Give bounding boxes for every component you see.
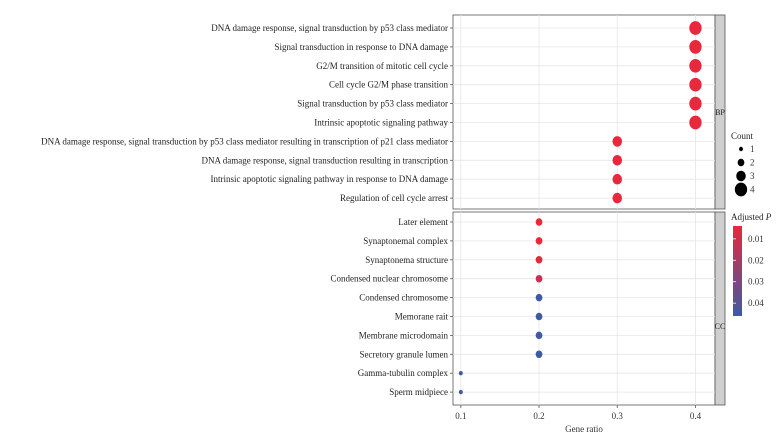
x-tick-label: 0.3 <box>612 411 624 421</box>
data-point <box>535 218 543 226</box>
color-bar-tick-label: 0.04 <box>748 298 764 308</box>
term-labels: DNA damage response, signal transduction… <box>41 23 453 397</box>
legend-color-title-main: Adjusted <box>731 212 764 222</box>
data-point <box>689 115 702 130</box>
term-label: Sperm midpiece <box>389 387 448 397</box>
legend-count-symbol <box>739 146 743 152</box>
data-point <box>689 96 702 111</box>
legend-count-symbol <box>737 158 745 167</box>
term-label: Intrinsic apoptotic signaling pathway in… <box>211 174 448 184</box>
term-label: Intrinsic apoptotic signaling pathway <box>314 118 448 128</box>
x-tick-label: 0.4 <box>690 411 702 421</box>
legend-color-title: Adjusted P <box>731 212 772 222</box>
x-axis-title: Gene ratio <box>565 424 603 434</box>
legend-count-label: 2 <box>750 158 755 168</box>
data-point <box>535 350 543 359</box>
term-label: DNA damage response, signal transduction… <box>202 155 449 165</box>
grid-lines <box>453 15 715 405</box>
term-label: Cell cycle G2/M phase transition <box>329 80 448 90</box>
data-point <box>612 192 623 204</box>
term-label: Membrane microdomain <box>359 330 449 340</box>
color-bar <box>733 226 742 316</box>
legend-count-title: Count <box>731 131 754 141</box>
data-point <box>689 77 702 92</box>
strip-bp-label: BP <box>715 108 725 117</box>
data-points <box>458 21 702 395</box>
term-label: Later element <box>398 217 448 227</box>
legend-count-symbol <box>736 170 746 182</box>
color-bar-tick-label: 0.01 <box>748 234 764 244</box>
legend-count: Count 1 2 3 4 <box>731 131 755 197</box>
strip-bp <box>714 14 726 210</box>
data-point <box>458 389 463 395</box>
strip-cc <box>714 211 726 406</box>
data-point <box>535 274 543 283</box>
color-bar-tick-label: 0.03 <box>748 277 764 287</box>
x-tick-label: 0.1 <box>455 411 466 421</box>
data-point <box>612 136 623 147</box>
panel-bp <box>452 14 716 210</box>
data-point <box>689 40 702 54</box>
data-point <box>612 155 623 166</box>
data-point <box>535 331 543 340</box>
data-point <box>612 173 623 185</box>
color-bar-tick-label: 0.02 <box>748 255 764 265</box>
term-label: DNA damage response, signal transduction… <box>41 136 448 146</box>
term-label: DNA damage response, signal transduction… <box>211 23 448 33</box>
x-axis: 0.1 0.2 0.3 0.4 <box>455 405 702 421</box>
data-point <box>535 237 543 245</box>
data-point <box>689 58 702 73</box>
term-label: Condensed chromosome <box>359 293 448 303</box>
data-point <box>535 293 543 302</box>
data-point <box>535 312 543 321</box>
strip-cc-label: CC <box>715 322 726 331</box>
x-tick-label: 0.2 <box>533 411 544 421</box>
term-label: Regulation of cell cycle arrest <box>340 193 448 203</box>
data-point <box>535 256 543 264</box>
term-label: Signal transduction by p53 class mediato… <box>297 99 448 109</box>
term-label: Memorane rait <box>395 312 449 322</box>
term-label: Synaptonemal complex <box>363 236 448 246</box>
legend-color-title-italic: P <box>765 212 772 222</box>
term-label: Gamma-tubulin complex <box>358 368 449 378</box>
term-label: Synaptonema structure <box>365 255 448 265</box>
term-label: Condensed nuclear chromosome <box>331 274 448 284</box>
legend-count-label: 1 <box>750 144 755 154</box>
legend-count-symbol <box>734 182 748 197</box>
legend-adjusted-p: Adjusted P 0.01 0.02 0.03 0.04 <box>731 212 772 316</box>
legend-count-label: 4 <box>750 185 755 195</box>
term-label: Secretory granule lumen <box>360 349 449 359</box>
term-label: G2/M transition of mitotic cell cycle <box>316 61 448 71</box>
legend-count-label: 3 <box>750 171 755 181</box>
data-point <box>458 371 463 376</box>
data-point <box>689 21 702 35</box>
term-label: Signal transduction in response to DNA d… <box>275 42 448 52</box>
